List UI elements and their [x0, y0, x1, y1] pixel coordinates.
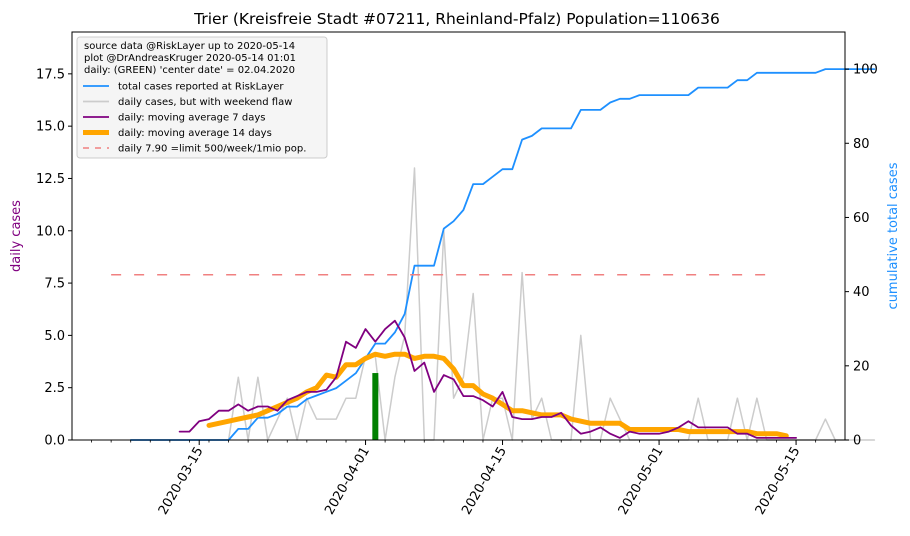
legend-entry-label: daily: moving average 14 days: [118, 128, 272, 139]
series-line-daily-cases: [129, 167, 876, 441]
y-tick-label-right: 0: [853, 434, 861, 449]
y-tick-label-left: 12.5: [36, 172, 65, 187]
y-tick-label-left: 10.0: [36, 224, 65, 239]
y-tick-label-right: 40: [853, 285, 870, 300]
y-tick-label-left: 15.0: [36, 120, 65, 135]
series-line-moving-average-7: [178, 319, 797, 439]
legend-box: [76, 36, 328, 159]
x-tick-label: 2020-04-15: [459, 445, 510, 518]
y-tick-label-left: 5.0: [44, 329, 65, 344]
y-axis-label-right: cumulative total cases: [886, 162, 901, 309]
legend-entry-label: daily 7.90 =limit 500/week/1mio pop.: [118, 144, 306, 155]
center-date-bar: [372, 373, 379, 440]
legend-header-line: daily: (GREEN) 'center date' = 02.04.202…: [84, 65, 295, 76]
legend-entry-label: daily: moving average 7 days: [118, 113, 265, 124]
legend-header-line: source data @RiskLayer up to 2020-05-14: [84, 41, 295, 52]
y-tick-label-left: 17.5: [36, 67, 65, 82]
y-tick-label-right: 60: [853, 211, 870, 226]
legend-entry-label: total cases reported at RiskLayer: [118, 82, 284, 93]
y-tick-label-left: 7.5: [44, 277, 65, 292]
y-axis-label-left: daily cases: [9, 200, 24, 272]
legend: source data @RiskLayer up to 2020-05-14p…: [76, 36, 328, 159]
series-line-total-cases: [129, 68, 876, 441]
x-tick-label: 2020-05-01: [616, 445, 667, 518]
legend-header-line: plot @DrAndreasKruger 2020-05-14 01:01: [84, 53, 296, 64]
x-tick-label: 2020-04-01: [322, 445, 373, 518]
y-tick-label-left: 0.0: [44, 434, 65, 449]
y-tick-label-right: 20: [853, 359, 870, 374]
series-line-moving-average-14: [206, 351, 789, 439]
chart-title: Trier (Kreisfreie Stadt #07211, Rheinlan…: [193, 10, 720, 28]
x-tick-label: 2020-05-15: [753, 445, 804, 518]
x-tick-label: 2020-03-15: [156, 445, 207, 518]
y-tick-label-left: 2.5: [44, 381, 65, 396]
y-tick-label-right: 100: [853, 63, 878, 78]
plot-frame: [71, 31, 846, 441]
legend-entry-label: daily cases, but with weekend flaw: [118, 97, 292, 108]
y-tick-label-right: 80: [853, 137, 870, 152]
